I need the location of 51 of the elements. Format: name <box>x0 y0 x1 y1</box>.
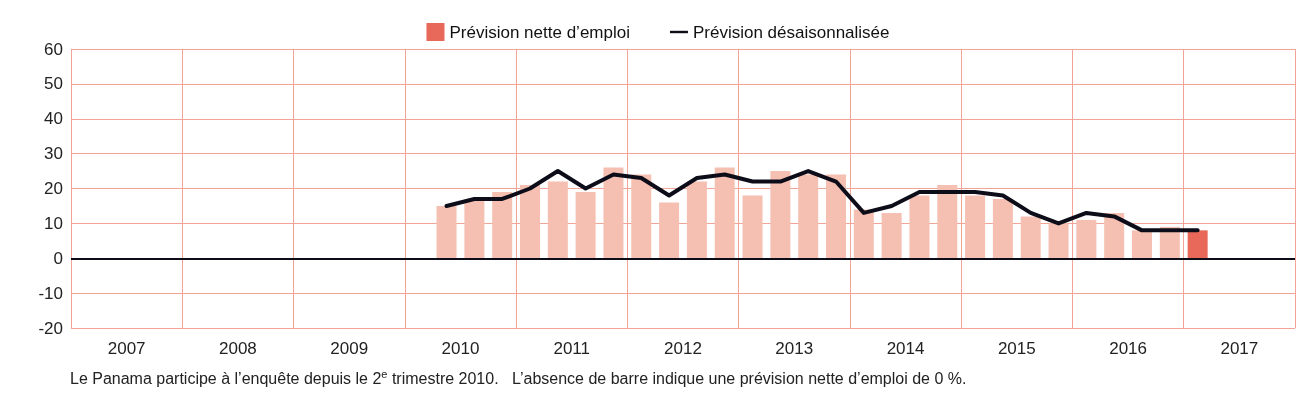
x-tick-label: 2010 <box>441 339 480 358</box>
x-tick-label: 2008 <box>219 339 257 358</box>
x-tick-label: 2007 <box>107 339 146 358</box>
bar <box>659 202 680 259</box>
legend-label: Prévision nette d’emploi <box>449 22 630 42</box>
bar <box>770 171 791 259</box>
x-tick-label: 2012 <box>664 339 702 358</box>
bar <box>1076 219 1097 259</box>
y-tick-label: 30 <box>44 144 63 164</box>
bar <box>714 167 735 259</box>
line-series <box>444 169 1200 233</box>
legend-label: Prévision désaisonnalisée <box>692 22 890 42</box>
bar <box>992 198 1013 259</box>
y-tick-label: 60 <box>44 39 63 59</box>
y-tick-label: 20 <box>44 179 63 198</box>
bar <box>1104 212 1125 259</box>
bar <box>853 209 874 259</box>
x-tick-label: 2015 <box>997 339 1036 358</box>
bar <box>1020 216 1041 259</box>
bar <box>603 167 624 259</box>
bar <box>686 181 707 259</box>
x-tick-label: 2014 <box>886 339 925 358</box>
y-tick-label: 40 <box>44 109 63 129</box>
bar <box>575 191 596 259</box>
bar <box>464 198 485 259</box>
bar <box>937 185 958 259</box>
x-tick-label: 2017 <box>1220 339 1259 358</box>
y-tick-label: 10 <box>44 213 63 233</box>
bar <box>1132 230 1152 259</box>
x-tick-label: 2009 <box>330 339 369 358</box>
x-tick-label: 2013 <box>775 339 814 358</box>
bar <box>742 195 763 259</box>
y-tick-label: -10 <box>38 283 63 303</box>
x-tick-label: 2016 <box>1109 339 1148 358</box>
bar <box>1187 230 1208 259</box>
bar <box>492 191 513 259</box>
bar <box>436 205 457 259</box>
y-tick-label: -20 <box>38 318 63 338</box>
bar <box>631 174 652 259</box>
bar <box>881 212 902 259</box>
bar <box>965 195 986 259</box>
text: L’absence de barre indique une prévision nette d’emploi de 0 %. <box>511 369 967 387</box>
bar <box>520 185 540 259</box>
bar <box>1048 223 1069 259</box>
bar <box>909 195 930 259</box>
y-tick-label: 0 <box>53 248 63 268</box>
bar <box>798 174 819 259</box>
y-tick-label: 50 <box>44 74 63 94</box>
x-tick-label: 2011 <box>553 339 591 358</box>
bar <box>547 181 568 259</box>
bar <box>826 174 846 259</box>
